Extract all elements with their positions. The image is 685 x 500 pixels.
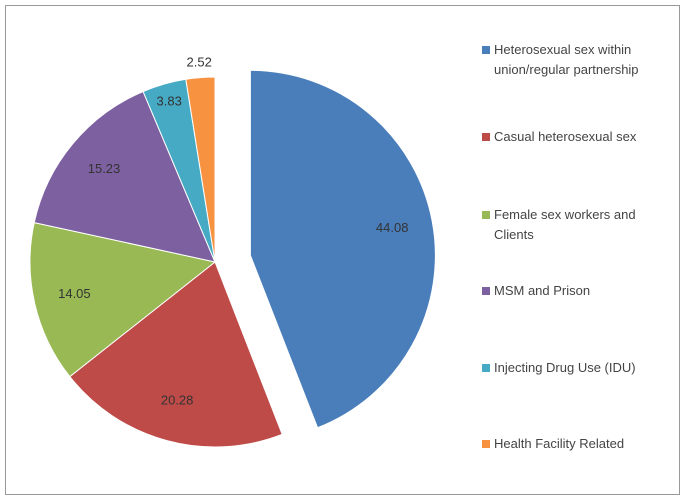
legend-swatch bbox=[482, 440, 490, 448]
legend-label: Heterosexual sex within union/regular pa… bbox=[494, 42, 639, 77]
legend-entry: Female sex workers and Clients bbox=[482, 205, 677, 245]
legend-entry: MSM and Prison bbox=[482, 281, 677, 301]
legend-swatch bbox=[482, 46, 490, 54]
pie-slice bbox=[249, 69, 436, 429]
data-label: 20.28 bbox=[161, 393, 194, 408]
legend-label: Injecting Drug Use (IDU) bbox=[494, 360, 636, 375]
data-label: 3.83 bbox=[157, 93, 182, 108]
legend-swatch bbox=[482, 287, 490, 295]
data-label: 15.23 bbox=[88, 161, 121, 176]
pie-slice bbox=[185, 76, 216, 263]
legend-swatch bbox=[482, 364, 490, 372]
legend-swatch bbox=[482, 211, 490, 219]
data-label: 2.52 bbox=[187, 54, 212, 69]
legend-swatch bbox=[482, 133, 490, 141]
legend-label: Casual heterosexual sex bbox=[494, 129, 637, 144]
pie-slice bbox=[29, 221, 217, 378]
legend-entry: Injecting Drug Use (IDU) bbox=[482, 358, 677, 378]
legend-label: MSM and Prison bbox=[494, 283, 591, 298]
pie-slice bbox=[69, 261, 283, 448]
legend-entry: Health Facility Related bbox=[482, 434, 677, 454]
data-label: 44.08 bbox=[376, 220, 409, 235]
legend-label: Health Facility Related bbox=[494, 436, 625, 451]
legend-entry: Casual heterosexual sex bbox=[482, 127, 677, 147]
legend-entry: Heterosexual sex within union/regular pa… bbox=[482, 40, 677, 80]
pie-slice bbox=[33, 90, 216, 263]
data-label: 14.05 bbox=[58, 286, 91, 301]
legend-label: Female sex workers and Clients bbox=[494, 207, 636, 242]
